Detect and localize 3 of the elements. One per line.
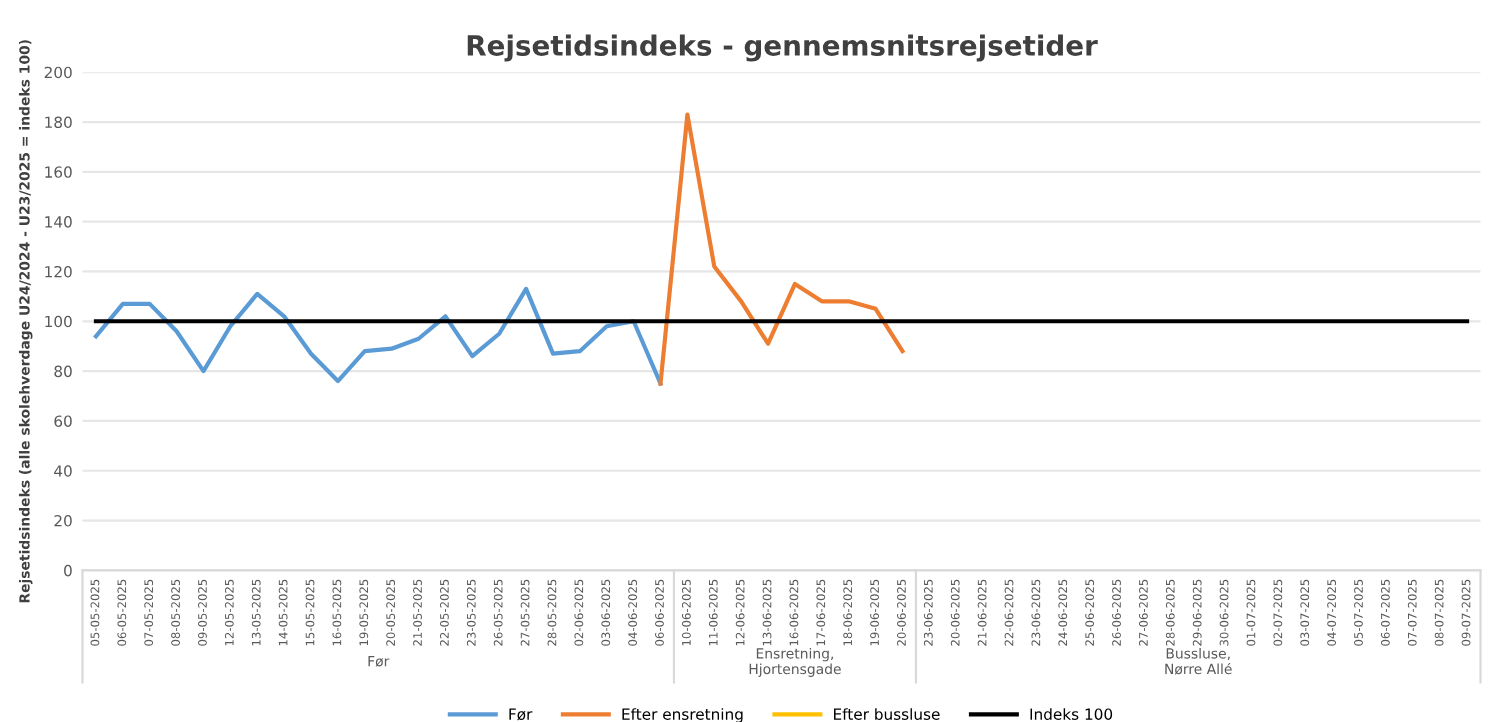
chart-title: Rejsetidsindeks - gennemsnitsrejsetider (467, 34, 1098, 62)
line-series (658, 112, 905, 386)
line-series (93, 286, 663, 386)
